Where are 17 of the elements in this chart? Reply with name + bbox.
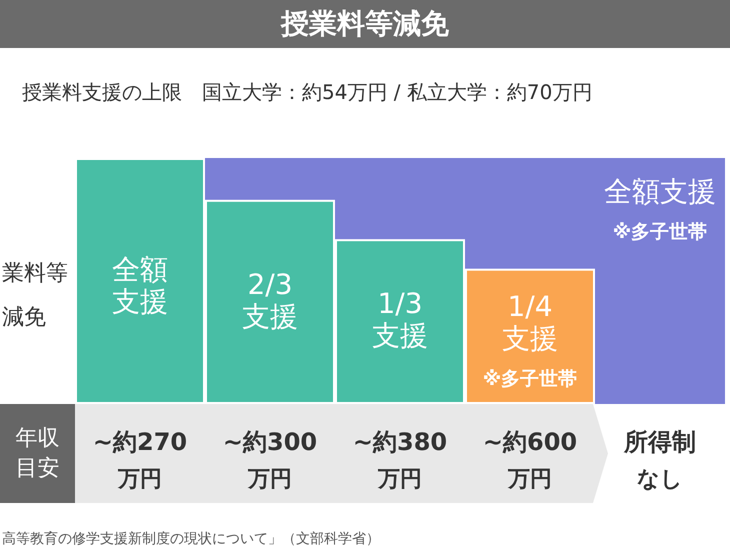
annotation: 1/4支援 — [502, 290, 558, 355]
x-tick-label: ~約380万円 — [352, 428, 448, 492]
annotation: 全額支援 — [604, 175, 716, 208]
annotation: ※多子世帯 — [482, 367, 578, 392]
chart-subtitle: 授業料支援の上限 国立大学：約54万円 / 私立大学：約70万円 — [22, 79, 592, 106]
text: 高等教育の修学支援新制度の現状について」（文部科学省） — [2, 530, 380, 548]
x-tick-label: ~約300万円 — [222, 428, 318, 492]
annotation: 2/3支援 — [242, 268, 298, 333]
annotation: 1/3支援 — [372, 287, 428, 352]
x-tick-label: ~約270万円 — [92, 428, 188, 492]
y-axis-title: 業料等減免 — [2, 260, 68, 332]
x-axis-title: 年収目安 — [14, 425, 60, 483]
x-tick-label: ~約600万円 — [482, 428, 578, 492]
x-tick-label: 所得制なし — [623, 428, 696, 492]
annotation: 全額支援 — [112, 252, 168, 318]
chart-title: 授業料等減免 — [279, 7, 450, 41]
annotation: ※多子世帯 — [612, 220, 708, 244]
